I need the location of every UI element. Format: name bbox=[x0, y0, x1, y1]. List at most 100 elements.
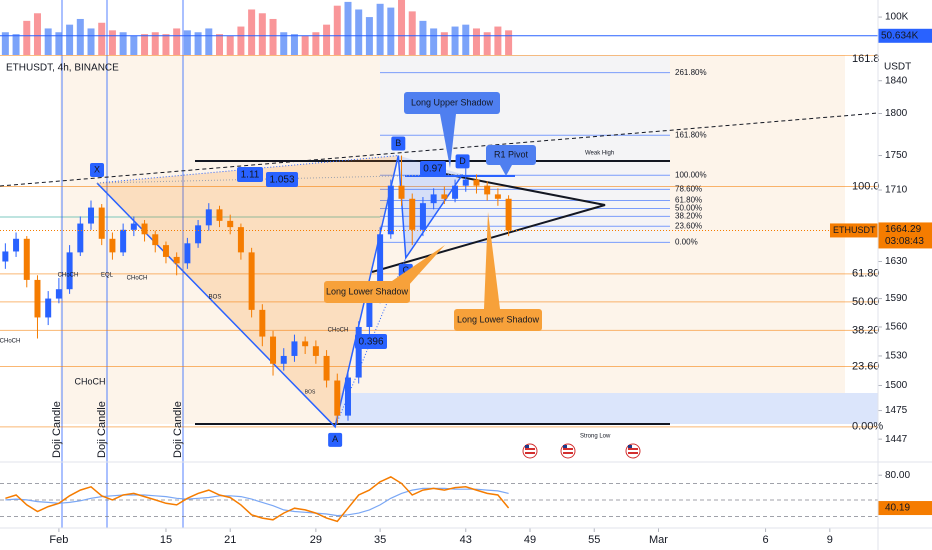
volume-bar bbox=[130, 36, 138, 55]
x-tick-label: Mar bbox=[649, 534, 668, 546]
candle-body bbox=[77, 223, 84, 253]
symbol-label: ETHUSDT bbox=[833, 225, 876, 235]
y-tick-label: 1840 bbox=[885, 75, 908, 86]
volume-bar bbox=[387, 7, 395, 55]
x-tick-label: 43 bbox=[460, 534, 472, 546]
candle-body bbox=[173, 256, 180, 264]
callout-pointer bbox=[484, 212, 500, 309]
ratio-box bbox=[266, 172, 298, 187]
layer-main bbox=[0, 55, 878, 429]
volume-marker-label: 50.634K bbox=[881, 30, 919, 41]
fib-label: 50.00% bbox=[675, 204, 702, 213]
doji-label: Doji Candle bbox=[51, 401, 63, 458]
volume-bar bbox=[194, 32, 202, 55]
volume-bar bbox=[290, 34, 298, 55]
callout-box bbox=[404, 92, 500, 114]
structure-label: BOS bbox=[305, 389, 316, 395]
volume-bar bbox=[216, 34, 223, 55]
annotation-label: Weak High bbox=[585, 151, 614, 157]
rsi-value-box bbox=[878, 501, 932, 516]
volume-bar bbox=[344, 1, 352, 55]
volume-bar bbox=[462, 24, 470, 55]
fib-label: 23.60% bbox=[675, 221, 702, 230]
ratio-box bbox=[237, 167, 263, 182]
callout-label: Long Upper Shadow bbox=[411, 97, 494, 107]
callout-pointer bbox=[392, 245, 445, 286]
candle-body bbox=[184, 243, 191, 264]
volume-bar bbox=[87, 28, 95, 55]
fib-label: 161.8 bbox=[852, 53, 880, 65]
callout-box bbox=[486, 145, 536, 165]
y-tick-label: 1630 bbox=[885, 256, 908, 267]
x-tick-label: 6 bbox=[763, 534, 769, 546]
pattern-point-label: B bbox=[395, 138, 401, 148]
volume-bar bbox=[419, 20, 427, 55]
ratio-label: 0.396 bbox=[358, 337, 383, 348]
ratio-box bbox=[420, 161, 446, 176]
candle-body bbox=[216, 209, 223, 221]
candle-body bbox=[109, 238, 116, 253]
callout-pointer bbox=[440, 114, 456, 168]
candle-body bbox=[45, 298, 52, 318]
pattern-point-box bbox=[455, 154, 470, 169]
pattern-point-label: D bbox=[459, 156, 466, 166]
volume-bar bbox=[183, 30, 191, 55]
candle-body bbox=[387, 185, 394, 235]
event-flag-canton bbox=[525, 445, 529, 448]
volume-bar bbox=[269, 18, 277, 56]
triangle bbox=[371, 172, 606, 273]
volume-bar bbox=[173, 28, 181, 55]
volume-bar bbox=[472, 28, 480, 55]
y-tick-label: 1475 bbox=[885, 405, 908, 416]
rsi-line bbox=[5, 476, 510, 523]
candle-body bbox=[462, 179, 469, 186]
layer-bg bbox=[0, 0, 878, 528]
event-flag-stripe bbox=[525, 448, 535, 450]
x-tick-label: 35 bbox=[374, 534, 386, 546]
y-tick-label: 1447 bbox=[885, 434, 908, 445]
ratio-label: 0.97 bbox=[423, 164, 443, 175]
pattern-point-label: A bbox=[332, 434, 338, 444]
pattern-point-box bbox=[90, 163, 105, 178]
x-tick-label: 21 bbox=[224, 534, 236, 546]
fib-label: 61.80% bbox=[675, 196, 702, 205]
volume-bar bbox=[355, 9, 363, 56]
volume-bar bbox=[430, 28, 438, 55]
last-price-box bbox=[878, 222, 932, 249]
y-tick-label: 1710 bbox=[885, 185, 908, 196]
candle-body bbox=[377, 234, 384, 299]
volume-bar bbox=[494, 26, 502, 55]
fib-label: 50.00 bbox=[852, 296, 880, 308]
volume-bar bbox=[119, 32, 127, 55]
candle-body bbox=[344, 377, 351, 416]
y-tick-label: 1530 bbox=[885, 351, 908, 362]
volume-bar bbox=[248, 9, 256, 56]
candle-body bbox=[494, 194, 501, 199]
candle-body bbox=[473, 179, 480, 186]
candle-body bbox=[66, 252, 73, 290]
y-tick-label: 1500 bbox=[885, 380, 908, 391]
callout-pointer bbox=[500, 165, 512, 176]
volume-bar bbox=[44, 28, 52, 55]
currency-label: USDT bbox=[884, 62, 911, 73]
pattern-point-label: C bbox=[403, 265, 410, 275]
fib-label: 38.20 bbox=[852, 324, 880, 336]
rsi-value-label: 40.19 bbox=[885, 503, 910, 514]
callout-box bbox=[454, 309, 542, 331]
candle-body bbox=[2, 251, 9, 262]
candle-body bbox=[152, 234, 159, 246]
candle-body bbox=[280, 355, 287, 364]
candle-body bbox=[34, 279, 41, 318]
doji-label: Doji Candle bbox=[172, 401, 184, 458]
volume-bar bbox=[12, 34, 20, 55]
pattern-line bbox=[96, 155, 464, 429]
candle-body bbox=[195, 225, 202, 244]
candle-body bbox=[419, 203, 426, 230]
candle-body bbox=[162, 245, 169, 257]
volume-bar bbox=[1, 32, 9, 55]
candle-body bbox=[120, 229, 127, 253]
ratio-box bbox=[355, 334, 387, 349]
annotation-label: Strong Low bbox=[580, 434, 611, 440]
fib-label: 78.60% bbox=[675, 184, 702, 193]
y-tick-label: 1750 bbox=[885, 150, 908, 161]
